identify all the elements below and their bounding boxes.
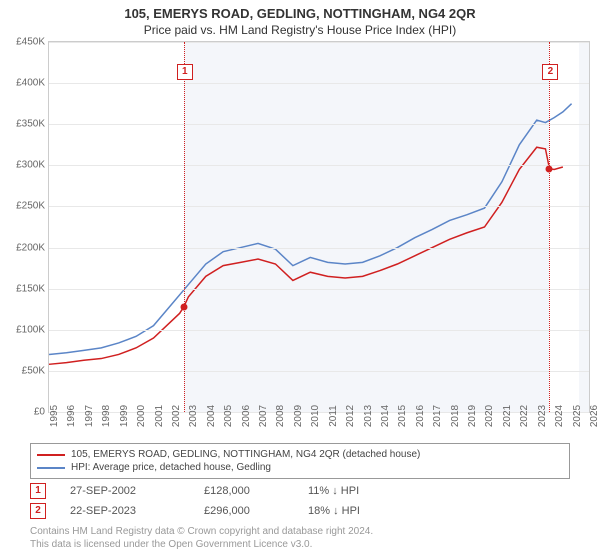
y-axis-label: £0: [34, 407, 45, 418]
legend-swatch: [37, 467, 65, 469]
grid-line: [49, 124, 589, 125]
series-line-hpi: [49, 104, 572, 355]
chart-container: 105, EMERYS ROAD, GEDLING, NOTTINGHAM, N…: [0, 0, 600, 560]
chart-title: 105, EMERYS ROAD, GEDLING, NOTTINGHAM, N…: [0, 0, 600, 21]
sale-badge: 2: [30, 503, 46, 519]
x-axis-label: 2017: [432, 405, 443, 427]
x-axis-label: 2021: [502, 405, 513, 427]
legend-label: 105, EMERYS ROAD, GEDLING, NOTTINGHAM, N…: [71, 449, 420, 460]
legend: 105, EMERYS ROAD, GEDLING, NOTTINGHAM, N…: [30, 443, 570, 479]
x-axis-label: 2019: [467, 405, 478, 427]
footnote-line: This data is licensed under the Open Gov…: [30, 538, 570, 551]
sales-table: 1 27-SEP-2002 £128,000 11% ↓ HPI 2 22-SEP-202…: [0, 483, 600, 519]
event-marker-line: [549, 42, 550, 412]
sale-row: 2 22-SEP-2023 £296,000 18% ↓ HPI: [30, 503, 570, 519]
y-axis-label: £350K: [16, 119, 45, 130]
y-axis-label: £250K: [16, 201, 45, 212]
x-axis-label: 2001: [154, 405, 165, 427]
event-marker-dot: [180, 303, 187, 310]
grid-line: [49, 83, 589, 84]
x-axis-label: 2009: [293, 405, 304, 427]
grid-line: [49, 206, 589, 207]
sale-price: £128,000: [204, 485, 284, 497]
chart-svg: [49, 42, 589, 412]
x-axis-label: 2006: [241, 405, 252, 427]
x-axis-label: 2020: [484, 405, 495, 427]
x-axis-label: 2002: [171, 405, 182, 427]
x-axis-label: 2003: [188, 405, 199, 427]
x-axis-label: 1997: [84, 405, 95, 427]
x-axis-label: 2026: [589, 405, 600, 427]
y-axis-label: £100K: [16, 324, 45, 335]
event-marker-line: [184, 42, 185, 412]
grid-line: [49, 371, 589, 372]
sale-row: 1 27-SEP-2002 £128,000 11% ↓ HPI: [30, 483, 570, 499]
x-axis-label: 2016: [415, 405, 426, 427]
legend-swatch: [37, 454, 65, 456]
y-axis-label: £450K: [16, 37, 45, 48]
grid-line: [49, 330, 589, 331]
x-axis-label: 1998: [101, 405, 112, 427]
event-marker-badge: 1: [177, 64, 193, 80]
y-axis-label: £50K: [22, 365, 45, 376]
x-axis-label: 2008: [275, 405, 286, 427]
sale-delta: 11% ↓ HPI: [308, 485, 398, 497]
chart-plot-area: £0£50K£100K£150K£200K£250K£300K£350K£400…: [48, 41, 590, 413]
event-marker-badge: 2: [542, 64, 558, 80]
x-axis-label: 2023: [537, 405, 548, 427]
x-axis-label: 2000: [136, 405, 147, 427]
sale-date: 27-SEP-2002: [70, 485, 180, 497]
x-axis-label: 2014: [380, 405, 391, 427]
x-axis-label: 2012: [345, 405, 356, 427]
x-axis-label: 2015: [397, 405, 408, 427]
footnote-line: Contains HM Land Registry data © Crown c…: [30, 525, 570, 538]
grid-line: [49, 248, 589, 249]
x-axis-label: 2018: [450, 405, 461, 427]
x-axis-label: 1996: [66, 405, 77, 427]
series-line-property: [49, 147, 563, 364]
legend-label: HPI: Average price, detached house, Gedl…: [71, 462, 271, 473]
x-axis-label: 1995: [49, 405, 60, 427]
legend-item: 105, EMERYS ROAD, GEDLING, NOTTINGHAM, N…: [37, 448, 563, 461]
sale-date: 22-SEP-2023: [70, 505, 180, 517]
x-axis-label: 2011: [328, 405, 339, 427]
sale-price: £296,000: [204, 505, 284, 517]
x-axis-label: 2005: [223, 405, 234, 427]
grid-line: [49, 42, 589, 43]
sale-delta: 18% ↓ HPI: [308, 505, 398, 517]
x-axis-label: 2022: [519, 405, 530, 427]
x-axis-label: 2025: [572, 405, 583, 427]
legend-item: HPI: Average price, detached house, Gedl…: [37, 461, 563, 474]
x-axis-label: 2007: [258, 405, 269, 427]
x-axis-label: 2013: [363, 405, 374, 427]
y-axis-label: £400K: [16, 78, 45, 89]
chart-subtitle: Price paid vs. HM Land Registry's House …: [0, 21, 600, 41]
grid-line: [49, 289, 589, 290]
footnote: Contains HM Land Registry data © Crown c…: [30, 525, 570, 551]
x-axis-label: 2024: [554, 405, 565, 427]
y-axis-label: £200K: [16, 242, 45, 253]
x-axis-label: 2010: [310, 405, 321, 427]
y-axis-label: £300K: [16, 160, 45, 171]
y-axis-label: £150K: [16, 283, 45, 294]
x-axis-label: 1999: [119, 405, 130, 427]
sale-badge: 1: [30, 483, 46, 499]
event-marker-dot: [546, 165, 553, 172]
grid-line: [49, 165, 589, 166]
x-axis-label: 2004: [206, 405, 217, 427]
